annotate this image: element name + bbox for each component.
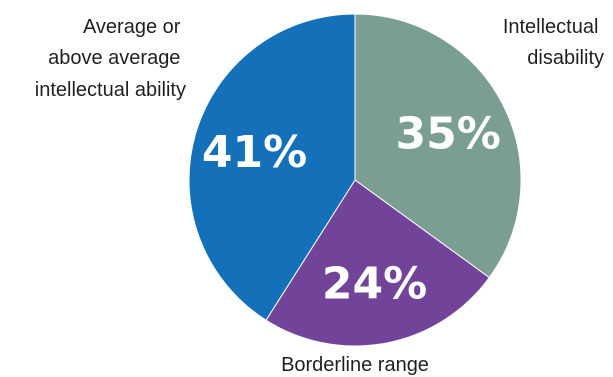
pie-slice-1 (354, 13, 522, 279)
percentage-label-2: 24% (322, 259, 427, 310)
label-line: disability (527, 47, 604, 69)
label-line: Intellectual (503, 16, 599, 38)
category-label-borderline-range: Borderline range (281, 354, 429, 376)
category-label-average-ability: Average or above average intellectual ab… (35, 16, 186, 101)
pie-slices (188, 13, 522, 347)
percentage-label-3: 41% (202, 127, 307, 178)
category-label-intellectual-disability: Intellectual disability (503, 16, 604, 69)
label-line: Borderline range (281, 354, 429, 376)
percentage-label-1: 35% (396, 109, 501, 160)
label-line: Average or (83, 16, 181, 38)
label-line: above average (48, 47, 180, 69)
percentage-labels: 35% 24% 41% (202, 109, 501, 310)
label-line: intellectual ability (35, 79, 186, 101)
pie-slice-3 (188, 13, 356, 321)
pie-slice-2 (265, 179, 490, 347)
